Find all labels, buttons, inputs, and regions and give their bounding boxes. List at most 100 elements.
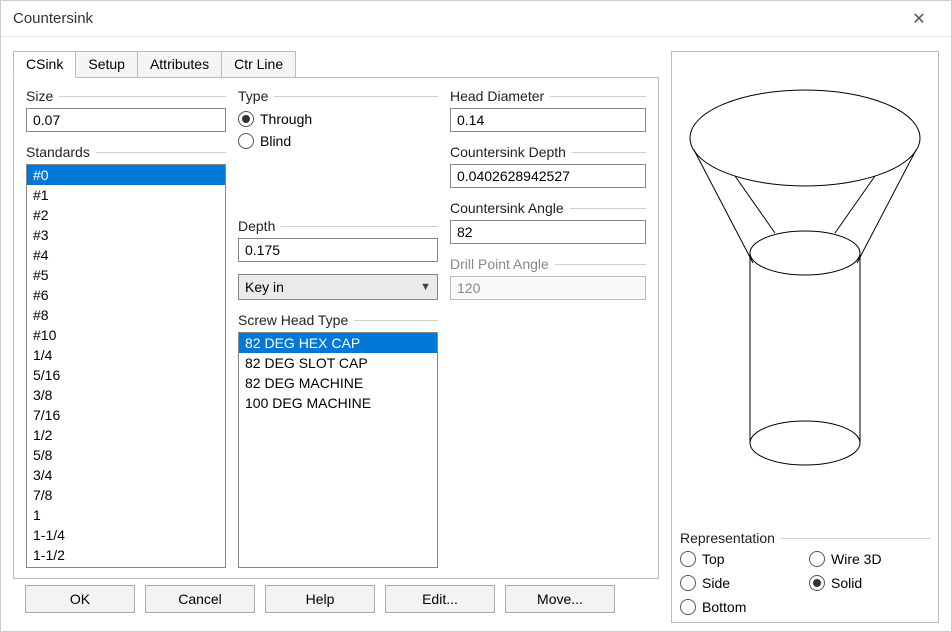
list-item[interactable]: 1-1/2 <box>27 545 225 565</box>
headdia-label: Head Diameter <box>450 88 544 104</box>
preview-pane: Representation Top Wire 3D Side <box>671 51 939 623</box>
radio-through[interactable]: Through <box>238 108 438 130</box>
list-item[interactable]: 5/16 <box>27 365 225 385</box>
list-item[interactable]: #0 <box>27 165 225 185</box>
countersink-depth-input[interactable] <box>450 164 646 188</box>
csangle-label: Countersink Angle <box>450 200 564 216</box>
size-input[interactable] <box>26 108 226 132</box>
rep-group-label: Representation <box>680 530 930 546</box>
tab-setup[interactable]: Setup <box>75 51 138 78</box>
list-item[interactable]: #2 <box>27 205 225 225</box>
list-item[interactable]: 1/2 <box>27 425 225 445</box>
radio-icon <box>809 551 825 567</box>
rep-grid: Top Wire 3D Side Solid <box>680 548 930 618</box>
list-item[interactable]: #8 <box>27 305 225 325</box>
list-item[interactable]: 3/8 <box>27 385 225 405</box>
list-item[interactable]: 1/4 <box>27 345 225 365</box>
divider <box>555 264 646 265</box>
cancel-button[interactable]: Cancel <box>145 585 255 613</box>
select-value: Key in <box>245 279 284 295</box>
divider <box>354 320 438 321</box>
radio-top[interactable]: Top <box>680 548 801 570</box>
list-item[interactable]: #5 <box>27 265 225 285</box>
list-item[interactable]: 1 <box>27 505 225 525</box>
list-item[interactable]: 1-1/4 <box>27 525 225 545</box>
dpa-label: Drill Point Angle <box>450 256 549 272</box>
divider <box>96 152 226 153</box>
radio-icon <box>238 111 254 127</box>
radio-icon <box>680 551 696 567</box>
standards-label: Standards <box>26 144 90 160</box>
dpa-group-label: Drill Point Angle <box>450 256 646 272</box>
radio-icon <box>680 575 696 591</box>
radio-bottom[interactable]: Bottom <box>680 596 801 618</box>
radio-blind[interactable]: Blind <box>238 130 438 152</box>
ok-button[interactable]: OK <box>25 585 135 613</box>
radio-icon <box>809 575 825 591</box>
col-size: Size Standards #0#1#2#3#4#5#6#8#101/45/1… <box>26 88 226 568</box>
divider <box>572 152 646 153</box>
titlebar: Countersink ✕ <box>1 1 951 37</box>
button-row: OK Cancel Help Edit... Move... <box>13 579 659 623</box>
list-item[interactable]: #3 <box>27 225 225 245</box>
depth-input[interactable] <box>238 238 438 262</box>
close-icon[interactable]: ✕ <box>899 9 939 29</box>
list-item[interactable]: 3/4 <box>27 465 225 485</box>
tab-strip: CSink Setup Attributes Ctr Line <box>13 51 659 78</box>
radio-solid[interactable]: Solid <box>809 572 930 594</box>
tab-csink[interactable]: CSink <box>13 51 76 78</box>
list-item[interactable]: #4 <box>27 245 225 265</box>
list-item[interactable]: 5/8 <box>27 445 225 465</box>
move-button[interactable]: Move... <box>505 585 615 613</box>
list-item[interactable]: #10 <box>27 325 225 345</box>
countersink-preview-svg <box>680 58 930 498</box>
depth-mode-select[interactable]: Key in ▼ <box>238 274 438 300</box>
list-item[interactable]: #1 <box>27 185 225 205</box>
countersink-dialog: Countersink ✕ CSink Setup Attributes Ctr… <box>0 0 952 632</box>
size-label: Size <box>26 88 53 104</box>
depth-label: Depth <box>238 218 275 234</box>
list-item[interactable]: 82 DEG HEX CAP <box>239 333 437 353</box>
representation-group: Representation Top Wire 3D Side <box>680 530 930 618</box>
left-pane: CSink Setup Attributes Ctr Line Size Sta… <box>13 51 659 623</box>
standards-listbox[interactable]: #0#1#2#3#4#5#6#8#101/45/163/87/161/25/83… <box>26 164 226 568</box>
list-item[interactable]: 7/8 <box>27 485 225 505</box>
divider <box>781 538 930 539</box>
csdepth-label: Countersink Depth <box>450 144 566 160</box>
rep-label: Representation <box>680 530 775 546</box>
head-diameter-input[interactable] <box>450 108 646 132</box>
radio-side[interactable]: Side <box>680 572 801 594</box>
divider <box>59 96 226 97</box>
list-item[interactable]: 82 DEG SLOT CAP <box>239 353 437 373</box>
divider <box>570 208 646 209</box>
help-button[interactable]: Help <box>265 585 375 613</box>
list-item[interactable]: 100 DEG MACHINE <box>239 393 437 413</box>
standards-group-label: Standards <box>26 144 226 160</box>
drill-point-angle-input <box>450 276 646 300</box>
depth-group-label: Depth <box>238 218 438 234</box>
edit-button[interactable]: Edit... <box>385 585 495 613</box>
divider <box>281 226 438 227</box>
dialog-body: CSink Setup Attributes Ctr Line Size Sta… <box>1 37 951 631</box>
csdepth-group-label: Countersink Depth <box>450 144 646 160</box>
list-item[interactable]: #6 <box>27 285 225 305</box>
list-item[interactable]: 82 DEG MACHINE <box>239 373 437 393</box>
screwhead-listbox[interactable]: 82 DEG HEX CAP82 DEG SLOT CAP82 DEG MACH… <box>238 332 438 568</box>
tab-attributes[interactable]: Attributes <box>137 51 222 78</box>
window-title: Countersink <box>13 10 899 27</box>
radio-label: Solid <box>831 575 862 591</box>
radio-label: Wire 3D <box>831 551 882 567</box>
chevron-down-icon: ▼ <box>420 281 431 293</box>
radio-icon <box>680 599 696 615</box>
radio-label: Blind <box>260 133 291 149</box>
radio-label: Side <box>702 575 730 591</box>
csangle-group-label: Countersink Angle <box>450 200 646 216</box>
radio-wire3d[interactable]: Wire 3D <box>809 548 930 570</box>
tab-content: Size Standards #0#1#2#3#4#5#6#8#101/45/1… <box>13 77 659 579</box>
col-head: Head Diameter Countersink Depth Counters… <box>450 88 646 568</box>
countersink-angle-input[interactable] <box>450 220 646 244</box>
preview-canvas <box>680 58 930 526</box>
list-item[interactable]: 7/16 <box>27 405 225 425</box>
divider <box>550 96 646 97</box>
tab-ctrline[interactable]: Ctr Line <box>221 51 296 78</box>
